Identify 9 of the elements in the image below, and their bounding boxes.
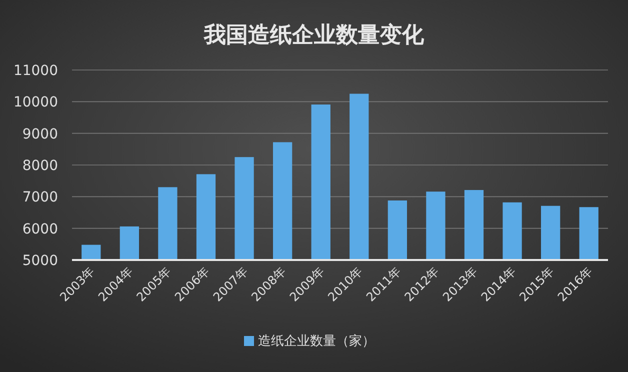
y-tick-label: 6000 bbox=[22, 221, 58, 238]
legend-label: 造纸企业数量（家） bbox=[258, 333, 375, 349]
y-tick-label: 5000 bbox=[22, 253, 58, 269]
chart-title: 我国造纸企业数量变化 bbox=[203, 22, 425, 48]
y-tick-label: 9000 bbox=[22, 126, 58, 142]
y-tick-label: 10000 bbox=[13, 94, 58, 111]
y-tick-label: 11000 bbox=[13, 63, 58, 79]
y-tick-label: 8000 bbox=[22, 158, 58, 174]
y-tick-label: 7000 bbox=[22, 190, 58, 206]
